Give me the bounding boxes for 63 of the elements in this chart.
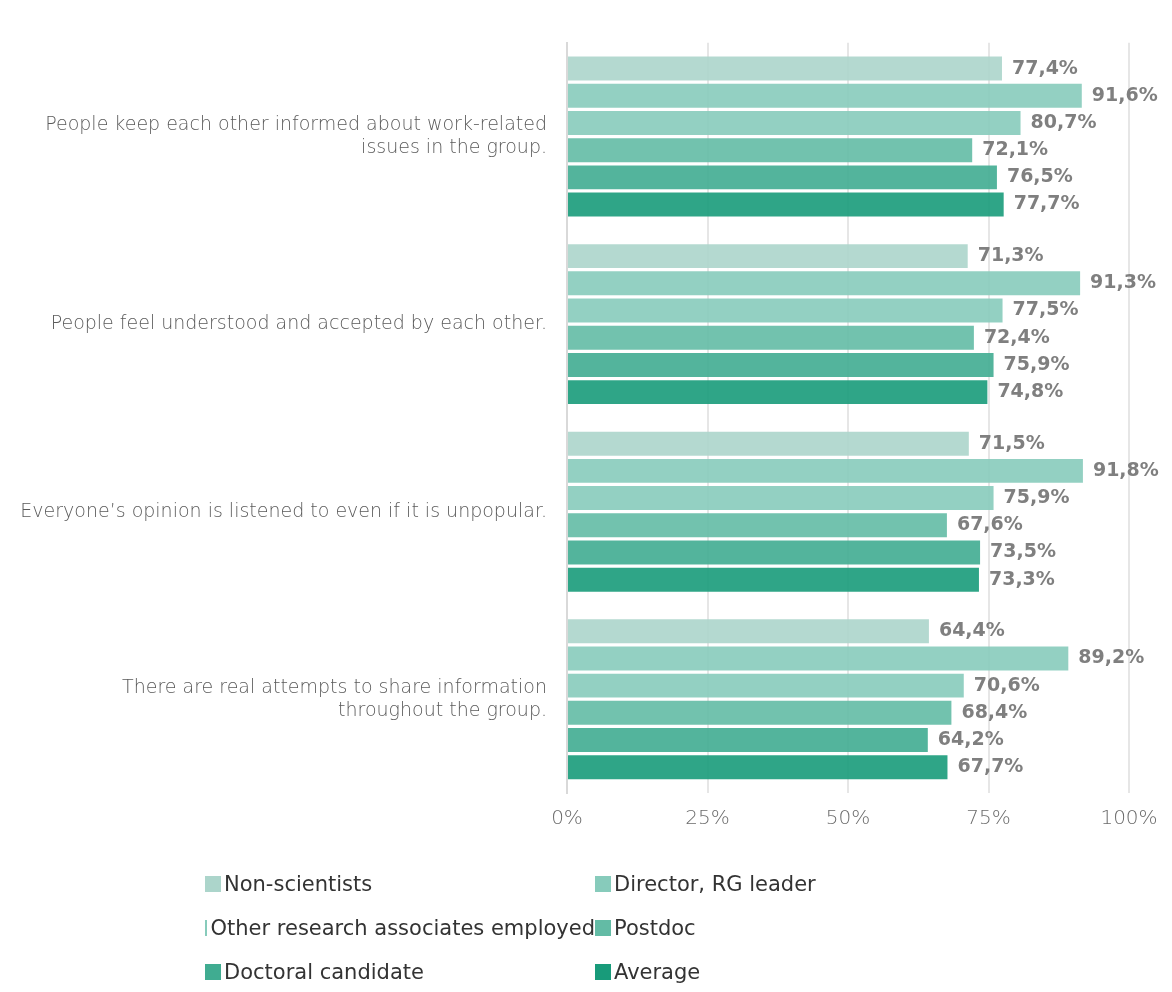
bar (568, 486, 994, 511)
y-tick-label: People feel understood and accepted by each other. (50, 311, 547, 334)
legend-label: Director, RG leader (614, 871, 816, 896)
data-label: 73,5% (990, 539, 1056, 562)
x-tick-label: 75% (966, 805, 1011, 830)
bar (568, 56, 1002, 81)
data-label: 76,5% (1006, 164, 1073, 187)
legend-label: Non-scientists (224, 871, 373, 896)
bar (568, 513, 947, 538)
data-label: 75,9% (1003, 485, 1070, 508)
data-label: 77,5% (1012, 297, 1079, 320)
x-tick-label: 50% (825, 805, 871, 830)
data-label: 91,3% (1090, 270, 1157, 293)
data-label: 72,4% (983, 324, 1050, 347)
data-label: 91,8% (1092, 457, 1159, 480)
y-tick-label: Everyone’s opinion is listened to even if it is unpopular. (20, 498, 547, 521)
data-label: 72,1% (982, 137, 1049, 160)
data-label: 75,9% (1003, 351, 1070, 374)
data-label: 70,6% (973, 672, 1040, 695)
bar (568, 244, 968, 269)
data-label: 64,2% (937, 726, 1004, 749)
bar (568, 700, 952, 725)
bar (568, 165, 997, 190)
bar (568, 567, 979, 592)
bar (568, 458, 1083, 483)
bar (568, 431, 969, 456)
data-label: 67,6% (956, 512, 1023, 535)
data-label: 74,8% (997, 379, 1064, 402)
bar (568, 111, 1021, 135)
bar (568, 271, 1081, 296)
bar (568, 325, 974, 350)
data-label: 64,4% (938, 618, 1005, 641)
bar (568, 673, 964, 698)
legend-label: Doctoral candidate (224, 959, 424, 984)
x-tick-label: 25% (685, 805, 730, 830)
data-label: 80,7% (1030, 109, 1097, 132)
bar (568, 540, 981, 565)
bar (568, 138, 973, 163)
bar (568, 646, 1069, 671)
y-tick-label: There are real attempts to share information throughout the group. (122, 674, 547, 720)
bar (568, 755, 948, 780)
data-label: 71,3% (977, 243, 1044, 266)
data-label: 71,5% (978, 430, 1045, 453)
legend-label: Average (614, 959, 701, 984)
bar (568, 298, 1003, 323)
data-label: 77,7% (1013, 191, 1080, 214)
bar (568, 380, 988, 405)
bar (568, 352, 994, 377)
data-label: 67,7% (957, 754, 1024, 777)
data-label: 73,3% (988, 566, 1055, 589)
bar (568, 728, 928, 752)
x-tick-label: 0% (551, 805, 583, 830)
bar (568, 83, 1082, 108)
data-label: 68,4% (961, 699, 1028, 722)
data-label: 91,6% (1091, 82, 1158, 105)
bar (568, 619, 929, 644)
x-tick-label: 100% (1100, 805, 1158, 830)
y-tick-label: People keep each other informed about work-related issues in the group. (45, 112, 547, 157)
legend-label: Other research associates employed (210, 915, 595, 940)
data-label: 89,2% (1078, 645, 1145, 668)
legend-label: Postdoc (614, 915, 696, 940)
bar (568, 192, 1004, 217)
data-label: 77,4% (1011, 55, 1078, 78)
